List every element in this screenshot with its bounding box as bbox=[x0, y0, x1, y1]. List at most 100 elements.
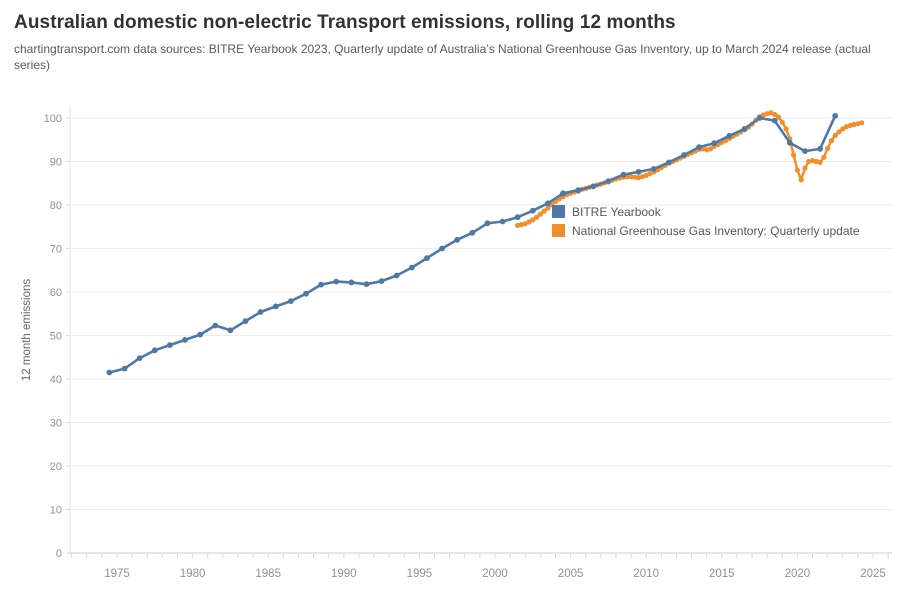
data-point-bitre-1983.5 bbox=[242, 318, 249, 324]
data-point-bitre-2021.5 bbox=[817, 146, 823, 152]
x-tick-label-1985: 1985 bbox=[255, 568, 281, 580]
data-point-nggi-2022.25 bbox=[828, 138, 835, 144]
data-point-bitre-2018.5 bbox=[771, 117, 778, 124]
y-tick-label-70: 70 bbox=[50, 244, 62, 256]
data-point-bitre-1989.5 bbox=[333, 278, 340, 285]
legend-label-nggi: National Greenhouse Gas Inventory: Quart… bbox=[572, 223, 860, 238]
x-tick-label-2005: 2005 bbox=[558, 568, 584, 580]
chart-subtitle: chartingtransport.com data sources: BITR… bbox=[14, 42, 871, 72]
data-point-bitre-1992.5 bbox=[378, 278, 385, 284]
data-point-bitre-1987.5 bbox=[303, 290, 309, 297]
data-point-bitre-2006.5 bbox=[590, 183, 597, 190]
data-point-bitre-2017.5 bbox=[756, 115, 763, 121]
data-point-bitre-1995.5 bbox=[424, 255, 430, 261]
data-point-bitre-1984.5 bbox=[257, 309, 264, 315]
y-tick-label-50: 50 bbox=[50, 331, 62, 343]
x-tick-label-1990: 1990 bbox=[331, 568, 357, 580]
data-point-bitre-2010.5 bbox=[650, 166, 657, 172]
data-point-bitre-1982.5 bbox=[227, 327, 234, 334]
x-tick-label-2000: 2000 bbox=[482, 568, 508, 580]
data-point-bitre-2009.5 bbox=[635, 169, 642, 175]
data-point-nggi-2002.25 bbox=[526, 219, 532, 225]
x-tick-label-1995: 1995 bbox=[407, 568, 433, 580]
data-point-bitre-2016.5 bbox=[741, 125, 748, 132]
bitre-series-swatch-icon bbox=[552, 205, 565, 218]
data-point-bitre-2012.5 bbox=[681, 152, 687, 158]
data-point-bitre-1979.5 bbox=[182, 337, 188, 343]
x-tick-label-2020: 2020 bbox=[785, 568, 811, 580]
data-point-bitre-2007.5 bbox=[605, 178, 612, 185]
data-point-bitre-2015.5 bbox=[726, 132, 733, 139]
data-point-bitre-1999.5 bbox=[484, 220, 491, 227]
data-point-nggi-2018.75 bbox=[775, 114, 782, 120]
data-point-bitre-2002.5 bbox=[529, 207, 536, 214]
data-point-bitre-1991.5 bbox=[363, 281, 370, 288]
y-tick-label-60: 60 bbox=[50, 287, 62, 299]
data-point-nggi-2022 bbox=[825, 145, 831, 152]
data-point-bitre-1988.5 bbox=[318, 281, 324, 288]
data-point-nggi-2002.5 bbox=[530, 217, 536, 223]
data-point-bitre-1990.5 bbox=[348, 279, 355, 286]
y-tick-label-80: 80 bbox=[50, 200, 62, 212]
x-tick-label-2025: 2025 bbox=[860, 568, 886, 580]
data-point-bitre-2020.5 bbox=[802, 148, 808, 155]
y-tick-label-20: 20 bbox=[50, 461, 62, 473]
series-line-bitre bbox=[108, 114, 837, 374]
data-point-nggi-2014.25 bbox=[707, 146, 714, 152]
data-point-bitre-1976.5 bbox=[136, 355, 143, 361]
data-point-nggi-2019.75 bbox=[791, 152, 797, 158]
data-point-bitre-2019.5 bbox=[786, 139, 793, 146]
data-point-bitre-2013.5 bbox=[696, 144, 702, 151]
data-point-bitre-1985.5 bbox=[272, 303, 279, 310]
data-point-bitre-1986.5 bbox=[288, 298, 294, 304]
x-tick-label-2010: 2010 bbox=[633, 568, 659, 580]
data-point-bitre-1994.5 bbox=[408, 264, 415, 271]
data-point-bitre-1978.5 bbox=[167, 342, 173, 348]
data-point-nggi-2022.75 bbox=[836, 129, 842, 135]
data-point-bitre-1977.5 bbox=[151, 347, 158, 354]
data-point-nggi-2021.5 bbox=[817, 159, 823, 165]
data-point-bitre-1998.5 bbox=[469, 229, 476, 236]
data-point-nggi-2020.25 bbox=[798, 177, 804, 183]
legend-label-bitre: BITRE Yearbook bbox=[572, 204, 661, 219]
data-point-nggi-2020 bbox=[794, 167, 801, 173]
data-point-bitre-2000.5 bbox=[499, 218, 506, 225]
data-point-nggi-2020.5 bbox=[802, 165, 808, 171]
data-point-bitre-2003.5 bbox=[545, 200, 551, 207]
data-point-nggi-2009 bbox=[628, 174, 634, 180]
y-tick-label-10: 10 bbox=[50, 505, 62, 517]
data-point-nggi-2018.5 bbox=[772, 111, 778, 118]
chart-legend: BITRE Yearbook National Greenhouse Gas I… bbox=[552, 202, 860, 240]
data-point-nggi-2002.75 bbox=[534, 214, 540, 220]
data-point-bitre-1997.5 bbox=[454, 236, 461, 243]
y-tick-label-100: 100 bbox=[44, 113, 62, 125]
data-point-bitre-1975.5 bbox=[121, 365, 128, 372]
data-point-nggi-2019.25 bbox=[783, 126, 789, 132]
x-tick-label-1975: 1975 bbox=[104, 568, 130, 580]
data-point-nggi-2003.25 bbox=[541, 208, 547, 214]
data-point-bitre-2014.5 bbox=[711, 140, 718, 147]
data-point-bitre-2004.5 bbox=[560, 190, 566, 197]
chart-title: Australian domestic non-electric Transpo… bbox=[14, 12, 676, 33]
data-point-bitre-1996.5 bbox=[439, 245, 445, 252]
data-point-nggi-2003.5 bbox=[545, 205, 551, 211]
data-point-bitre-1993.5 bbox=[393, 272, 400, 279]
legend-item-bitre: BITRE Yearbook bbox=[552, 202, 860, 221]
data-point-bitre-2022.5 bbox=[832, 112, 839, 119]
data-point-bitre-2001.5 bbox=[514, 214, 521, 221]
data-point-nggi-2003 bbox=[537, 211, 544, 217]
y-tick-label-30: 30 bbox=[50, 418, 62, 430]
x-tick-label-1980: 1980 bbox=[180, 568, 206, 580]
data-point-bitre-1981.5 bbox=[212, 322, 219, 329]
y-tick-label-90: 90 bbox=[50, 157, 62, 169]
x-tick-label-2015: 2015 bbox=[709, 568, 735, 580]
data-point-bitre-2005.5 bbox=[575, 187, 582, 194]
legend-item-nggi: National Greenhouse Gas Inventory: Quart… bbox=[552, 221, 860, 240]
data-point-nggi-2024.25 bbox=[859, 120, 865, 126]
data-point-bitre-2011.5 bbox=[666, 159, 672, 166]
data-point-bitre-1974.5 bbox=[106, 369, 113, 376]
data-point-bitre-1980.5 bbox=[197, 331, 204, 338]
data-point-nggi-2021.75 bbox=[821, 154, 827, 160]
